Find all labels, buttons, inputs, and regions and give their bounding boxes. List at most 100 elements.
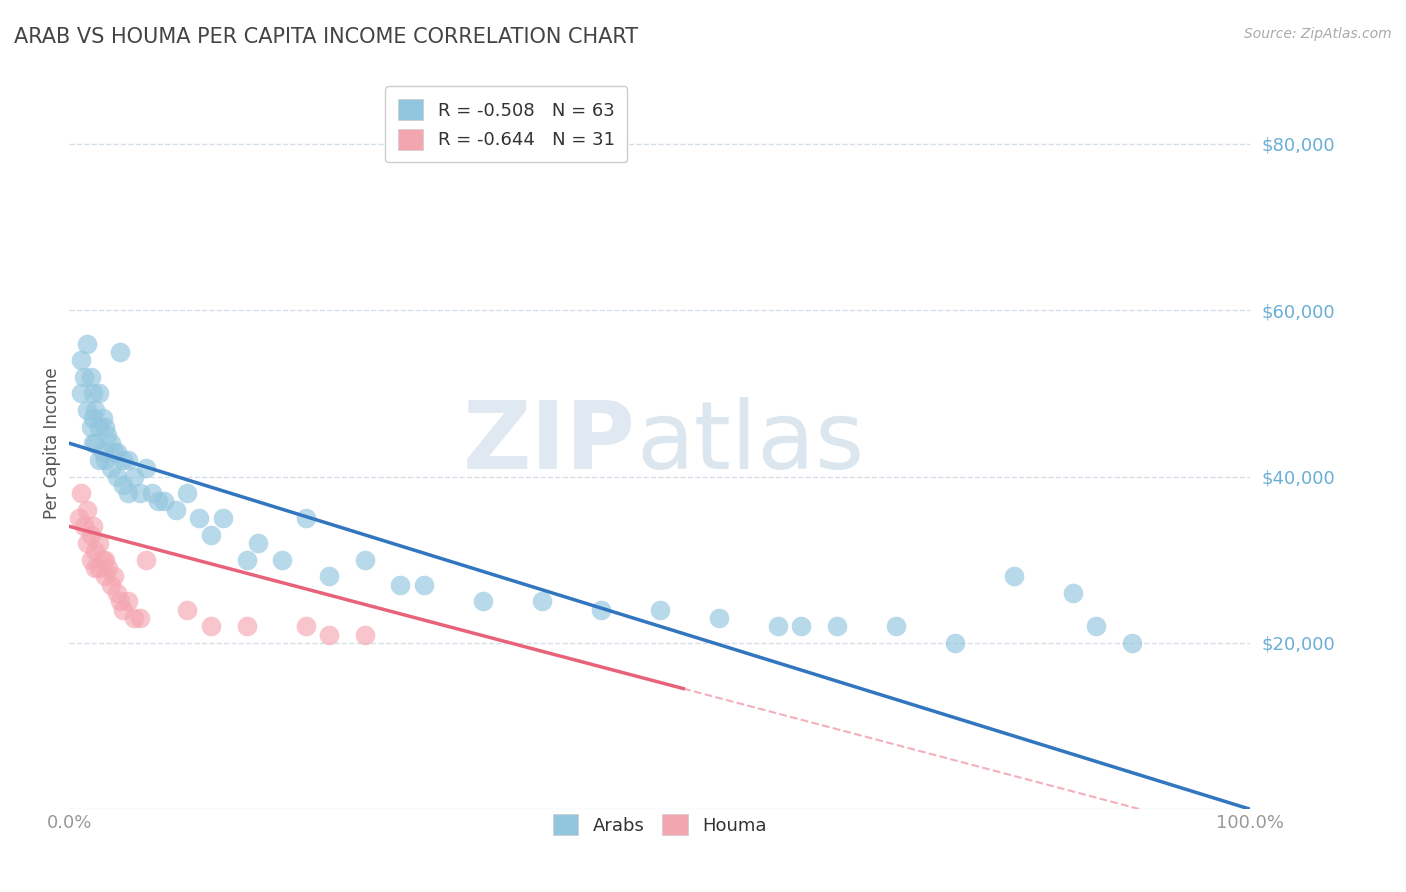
- Point: [94, 569, 117, 583]
- Point: [530, 594, 553, 608]
- Point: [294, 619, 316, 633]
- Point: [87, 536, 110, 550]
- Point: [82, 411, 104, 425]
- Point: [388, 577, 411, 591]
- Point: [84, 436, 107, 450]
- Point: [80, 527, 103, 541]
- Point: [1085, 619, 1108, 633]
- Point: [412, 577, 434, 591]
- Point: [129, 486, 152, 500]
- Point: [318, 569, 340, 583]
- Point: [111, 602, 134, 616]
- Point: [117, 594, 139, 608]
- Point: [76, 403, 98, 417]
- Point: [105, 586, 128, 600]
- Point: [76, 536, 98, 550]
- Point: [200, 527, 222, 541]
- Text: ZIP: ZIP: [463, 397, 636, 490]
- Point: [153, 494, 176, 508]
- Point: [100, 577, 122, 591]
- Point: [235, 552, 257, 566]
- Point: [72, 519, 94, 533]
- Point: [82, 519, 104, 533]
- Point: [188, 511, 211, 525]
- Point: [80, 419, 103, 434]
- Point: [294, 511, 316, 525]
- Point: [471, 594, 494, 608]
- Point: [84, 403, 107, 417]
- Point: [72, 369, 94, 384]
- Point: [87, 419, 110, 434]
- Point: [82, 386, 104, 401]
- Point: [117, 453, 139, 467]
- Point: [825, 619, 848, 633]
- Point: [87, 386, 110, 401]
- Point: [105, 444, 128, 458]
- Point: [124, 469, 146, 483]
- Point: [80, 552, 103, 566]
- Point: [100, 461, 122, 475]
- Legend: Arabs, Houma: Arabs, Houma: [544, 805, 776, 844]
- Point: [76, 336, 98, 351]
- Point: [87, 561, 110, 575]
- Point: [318, 627, 340, 641]
- Text: atlas: atlas: [636, 397, 865, 490]
- Point: [235, 619, 257, 633]
- Point: [70, 353, 93, 368]
- Point: [176, 602, 198, 616]
- Point: [87, 453, 110, 467]
- Point: [84, 561, 107, 575]
- Point: [67, 511, 90, 525]
- Point: [247, 536, 270, 550]
- Point: [707, 611, 730, 625]
- Point: [135, 461, 157, 475]
- Point: [80, 369, 103, 384]
- Point: [105, 469, 128, 483]
- Point: [76, 503, 98, 517]
- Point: [91, 411, 114, 425]
- Point: [648, 602, 671, 616]
- Point: [271, 552, 294, 566]
- Point: [111, 453, 134, 467]
- Point: [108, 344, 131, 359]
- Point: [100, 436, 122, 450]
- Point: [94, 453, 117, 467]
- Point: [884, 619, 907, 633]
- Point: [1002, 569, 1025, 583]
- Point: [108, 594, 131, 608]
- Point: [103, 444, 125, 458]
- Point: [766, 619, 789, 633]
- Point: [94, 552, 117, 566]
- Text: Source: ZipAtlas.com: Source: ZipAtlas.com: [1244, 27, 1392, 41]
- Point: [96, 428, 118, 442]
- Point: [111, 478, 134, 492]
- Point: [176, 486, 198, 500]
- Point: [97, 561, 120, 575]
- Point: [70, 386, 93, 401]
- Point: [94, 419, 117, 434]
- Point: [1121, 636, 1143, 650]
- Point: [353, 552, 375, 566]
- Point: [124, 611, 146, 625]
- Point: [103, 569, 125, 583]
- Point: [129, 611, 152, 625]
- Point: [943, 636, 966, 650]
- Point: [212, 511, 235, 525]
- Point: [91, 552, 114, 566]
- Y-axis label: Per Capita Income: Per Capita Income: [44, 368, 60, 519]
- Point: [117, 486, 139, 500]
- Point: [84, 544, 107, 558]
- Point: [200, 619, 222, 633]
- Point: [790, 619, 813, 633]
- Point: [165, 503, 187, 517]
- Point: [589, 602, 612, 616]
- Point: [1062, 586, 1084, 600]
- Point: [91, 444, 114, 458]
- Point: [146, 494, 169, 508]
- Point: [141, 486, 163, 500]
- Point: [135, 552, 157, 566]
- Point: [353, 627, 375, 641]
- Point: [82, 436, 104, 450]
- Text: ARAB VS HOUMA PER CAPITA INCOME CORRELATION CHART: ARAB VS HOUMA PER CAPITA INCOME CORRELAT…: [14, 27, 638, 46]
- Point: [70, 486, 93, 500]
